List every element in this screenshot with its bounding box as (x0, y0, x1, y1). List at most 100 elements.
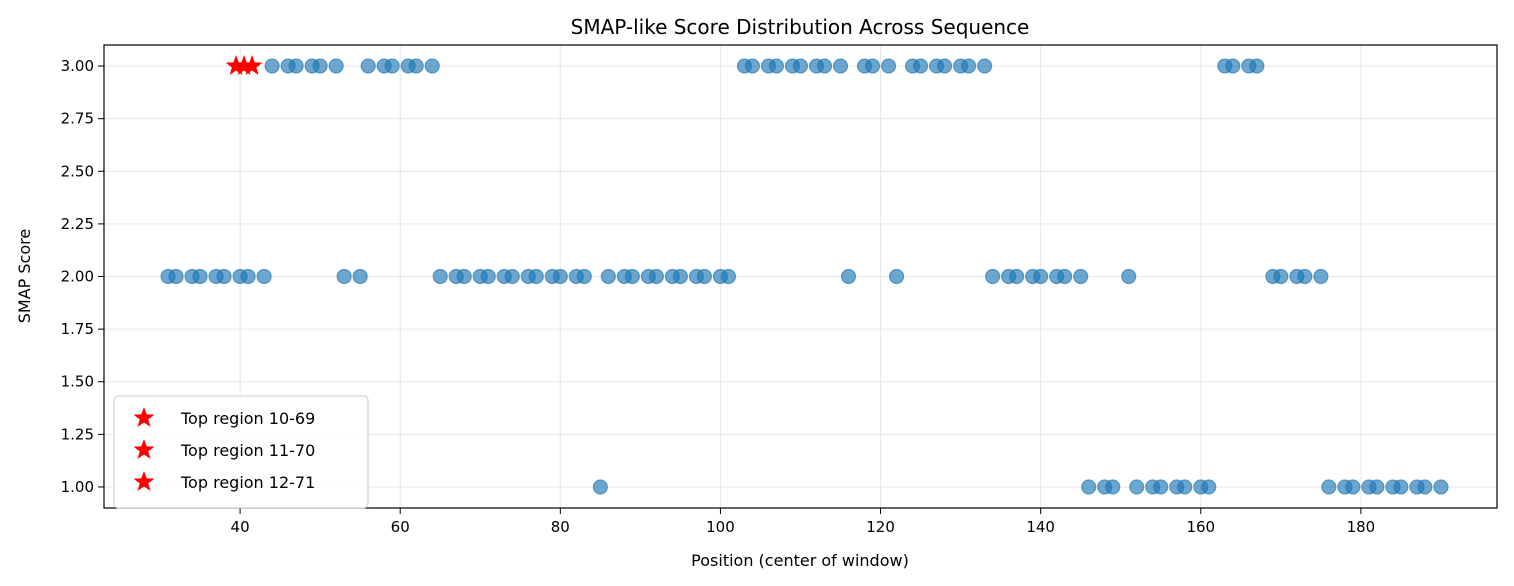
score-point (528, 268, 544, 285)
score-point (1369, 479, 1385, 495)
x-tick-label: 80 (551, 518, 570, 536)
y-tick-label: 1.75 (61, 320, 94, 338)
score-point (744, 58, 761, 74)
y-tick-label: 2.00 (61, 268, 94, 286)
score-point (1297, 268, 1313, 285)
score-point (1073, 268, 1089, 285)
score-point (1129, 479, 1145, 495)
score-point (432, 268, 448, 285)
score-point (1105, 479, 1121, 495)
y-tick-label: 2.25 (61, 215, 94, 233)
y-tick-label: 1.25 (61, 425, 94, 443)
score-point (816, 58, 833, 74)
score-point (985, 268, 1001, 285)
score-point (328, 58, 344, 74)
score-point (1433, 479, 1449, 495)
legend-entry: Top region 11-70 (180, 441, 315, 460)
score-point (1313, 268, 1329, 285)
y-tick-label: 1.50 (61, 373, 94, 391)
score-point (1121, 268, 1137, 285)
y-axis-label: SMAP Score (15, 229, 34, 323)
y-tick-label: 3.00 (61, 57, 94, 75)
score-point (961, 58, 977, 74)
score-point (264, 58, 280, 74)
score-point (600, 268, 616, 285)
score-point (256, 268, 272, 285)
score-point (168, 268, 184, 285)
score-point (720, 268, 737, 285)
legend-star-icon (133, 471, 155, 491)
score-point (192, 268, 208, 285)
score-point (624, 268, 640, 285)
score-point (1177, 479, 1193, 495)
legend-star-icon (133, 439, 155, 459)
x-tick-label: 160 (1186, 518, 1215, 536)
score-point (1153, 479, 1169, 495)
score-point (912, 58, 929, 74)
legend: Top region 10-69 Top region 11-70 Top regi… (113, 395, 369, 509)
score-point (384, 58, 400, 74)
x-tick-label: 120 (866, 518, 895, 536)
x-tick-label: 40 (231, 518, 250, 536)
score-point (888, 268, 905, 285)
x-axis-label: Position (center of window) (691, 551, 909, 570)
score-point (352, 268, 368, 285)
x-tick-label: 140 (1026, 518, 1055, 536)
score-point (840, 268, 857, 285)
legend-entry: Top region 12-71 (180, 473, 315, 492)
score-point (937, 58, 953, 74)
score-point (977, 58, 993, 74)
score-point (1201, 479, 1217, 495)
x-tick-label: 180 (1347, 518, 1376, 536)
x-tick-label: 60 (391, 518, 410, 536)
x-tick-label: 100 (706, 518, 735, 536)
score-point (1417, 479, 1433, 495)
score-point (648, 268, 664, 285)
score-point (1225, 58, 1241, 74)
score-point (672, 268, 689, 285)
score-point (1081, 479, 1097, 495)
score-point (696, 268, 713, 285)
score-point (1249, 58, 1265, 74)
score-point (424, 58, 440, 74)
score-point (832, 58, 849, 74)
chart-title: SMAP-like Score Distribution Across Sequ… (571, 15, 1030, 39)
score-point (1057, 268, 1073, 285)
y-tick-label: 2.75 (61, 110, 94, 128)
top-region-star (225, 55, 247, 75)
score-point (792, 58, 809, 74)
y-axis-ticks: 1.00 1.25 1.50 1.75 2.00 2.25 2.50 2.75 3.00 (61, 57, 104, 496)
legend-box (113, 395, 369, 509)
score-point (1393, 479, 1409, 495)
score-point (216, 268, 232, 285)
score-point (480, 268, 496, 285)
score-point (864, 58, 881, 74)
score-point (1321, 479, 1337, 495)
score-point (240, 268, 256, 285)
score-point (880, 58, 897, 74)
top-region-star (233, 55, 255, 75)
score-point (552, 268, 568, 285)
score-point (456, 268, 472, 285)
score-point (1009, 268, 1025, 285)
score-point (1273, 268, 1289, 285)
score-point (408, 58, 424, 74)
score-point (592, 479, 608, 495)
score-point (312, 58, 328, 74)
score-point (1033, 268, 1049, 285)
legend-entry: Top region 10-69 (180, 409, 315, 428)
score-point (768, 58, 785, 74)
score-point (576, 268, 592, 285)
score-point (336, 268, 352, 285)
score-point (1345, 479, 1361, 495)
score-point (288, 58, 304, 74)
y-tick-label: 2.50 (61, 162, 94, 180)
data-points (160, 55, 1449, 495)
legend-star-icon (133, 407, 155, 427)
x-axis-ticks: 40 60 80 100 120 140 160 180 (231, 508, 1376, 536)
score-point (360, 58, 376, 74)
top-region-star (241, 55, 263, 75)
y-tick-label: 1.00 (61, 478, 94, 496)
score-point (504, 268, 520, 285)
